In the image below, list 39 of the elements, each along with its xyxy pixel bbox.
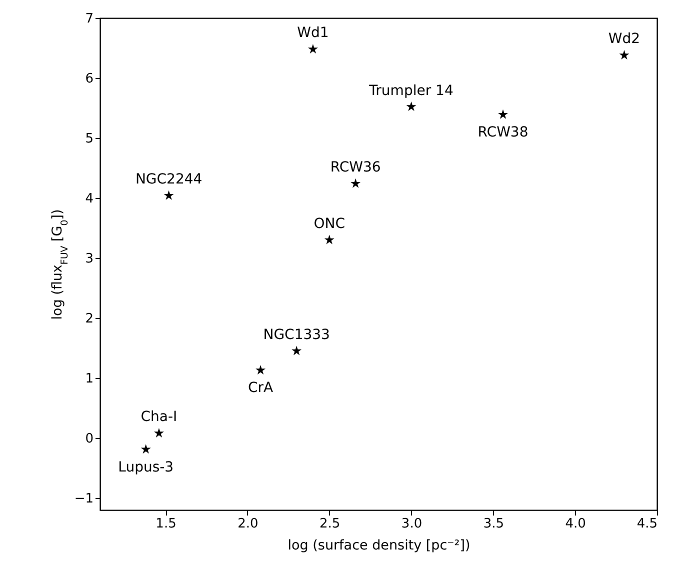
y-tick-label: 2 xyxy=(85,312,94,326)
point xyxy=(164,190,174,200)
annotation: Lupus-3 xyxy=(118,459,174,476)
y-tick-label: 1 xyxy=(85,372,94,386)
x-tick-label: 2.5 xyxy=(320,516,340,532)
annotation: RCW36 xyxy=(330,160,381,176)
y-tick-label: 6 xyxy=(85,72,94,86)
y-tick-label: 7 xyxy=(85,12,94,26)
x-tick-label: 3.5 xyxy=(483,516,504,532)
x-tick-label: 3.0 xyxy=(401,516,422,532)
point xyxy=(292,346,302,356)
annotation: Cha-I xyxy=(140,409,178,426)
annotation: RCW38 xyxy=(478,124,528,141)
annotation: Wd1 xyxy=(297,25,329,42)
annotation: CrA xyxy=(248,380,274,396)
point xyxy=(350,178,361,188)
y-tick-label: −1 xyxy=(74,492,94,506)
annotation: ONC xyxy=(314,216,346,232)
point xyxy=(498,109,508,119)
point xyxy=(406,102,416,112)
x-tick-label: 4.5 xyxy=(636,516,658,532)
point xyxy=(324,234,334,244)
point xyxy=(140,444,151,454)
x-axis-title: log (surface density [pc⁻²]) xyxy=(288,538,470,554)
annotation: Wd2 xyxy=(608,31,640,48)
point xyxy=(256,364,266,374)
x-tick-label: 4.0 xyxy=(565,516,586,532)
annotation: NGC1333 xyxy=(263,327,330,343)
x-tick-label: 1.5 xyxy=(156,516,176,532)
x-tick-label: 2.0 xyxy=(238,516,258,532)
y-tick-label: 4 xyxy=(85,192,94,206)
point xyxy=(308,44,318,54)
y-tick-label: 3 xyxy=(85,252,94,266)
y-tick-label: 0 xyxy=(85,432,94,446)
y-tick-label: 5 xyxy=(85,132,94,146)
annotation: Trumpler 14 xyxy=(368,82,454,99)
point xyxy=(154,428,164,438)
point xyxy=(619,50,630,60)
annotation: NGC2244 xyxy=(135,172,202,188)
